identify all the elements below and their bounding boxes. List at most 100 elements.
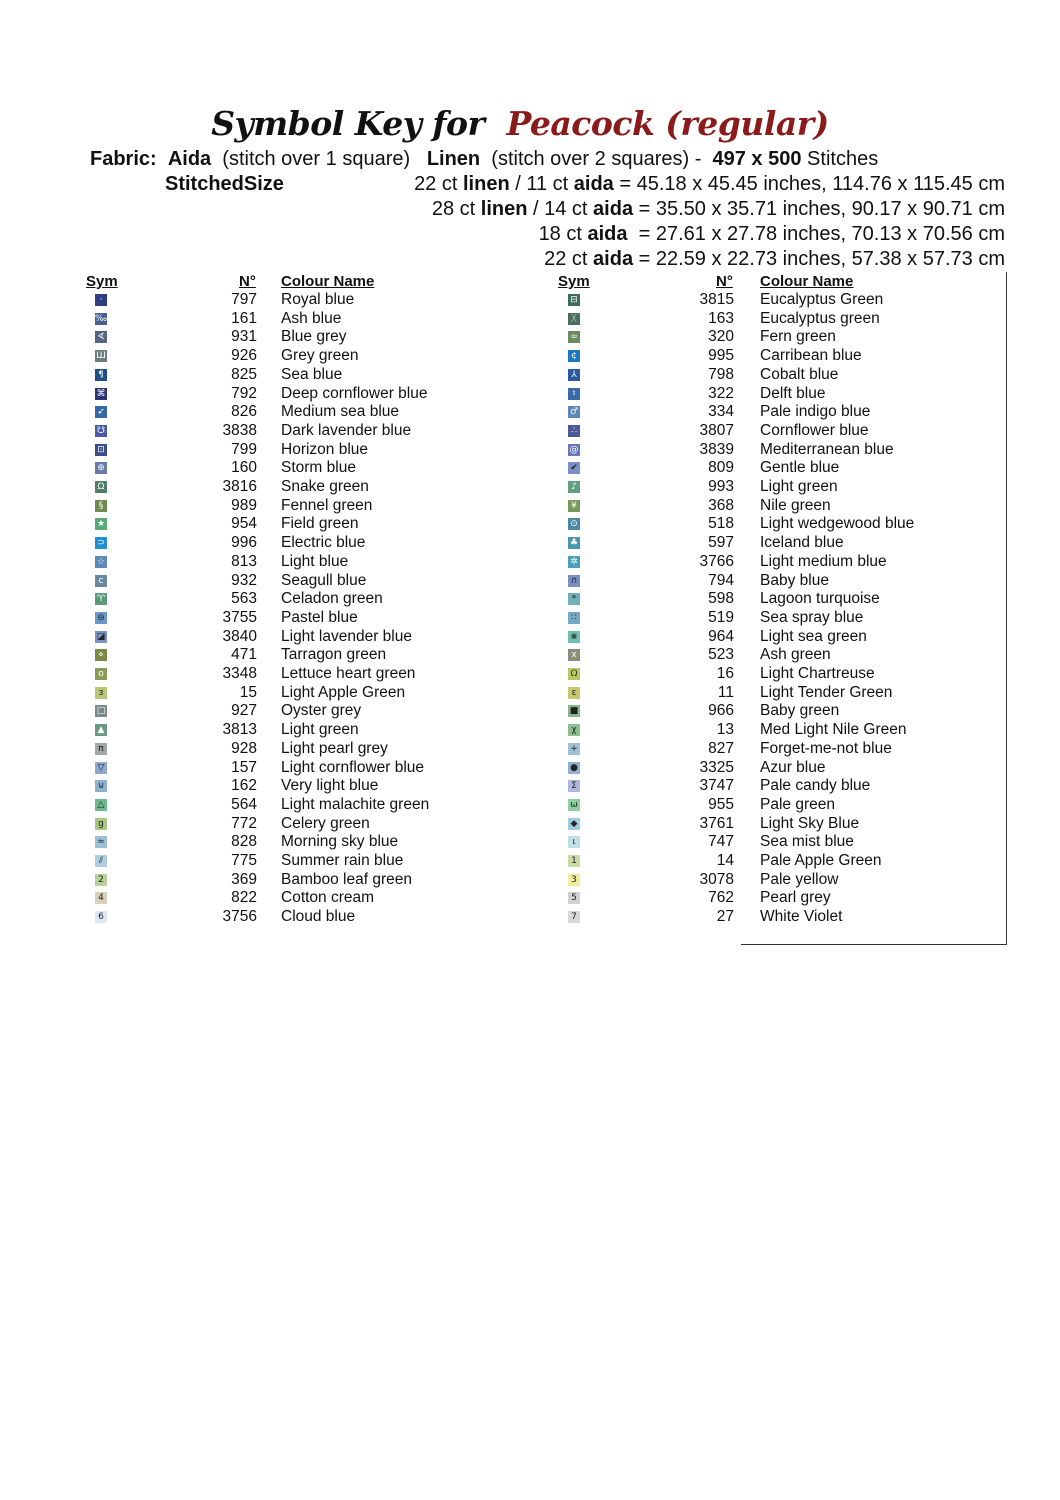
colour-name: Light pearl grey xyxy=(281,739,388,757)
key-row: ⊟ 3815 Eucalyptus Green xyxy=(0,291,1000,309)
symbol-icon: ᚷ xyxy=(568,312,580,325)
colour-name: Baby blue xyxy=(760,571,829,589)
symbol-icon: 6 xyxy=(95,911,107,924)
key-row: @3839 Mediterranean blue xyxy=(0,441,1000,459)
colour-number: 15 xyxy=(239,683,257,701)
symbol-icon: x xyxy=(568,649,580,662)
symbol-icon: ω xyxy=(568,798,580,811)
key-row: ● 3325 Azur blue xyxy=(0,759,1000,777)
colour-number: 564 xyxy=(231,795,257,813)
symbol-icon: ‰ xyxy=(95,312,107,325)
colour-number: 3761 xyxy=(699,814,734,832)
colour-name: Horizon blue xyxy=(281,440,369,458)
key-row: 3 3078 Pale yellow xyxy=(0,871,1000,889)
symbol-icon: ⋄ xyxy=(95,649,107,662)
stitched-size-line: 18 ct aida = 27.61 x 27.78 inches, 70.13… xyxy=(539,222,1005,246)
symbol-icon: ♮ xyxy=(568,387,580,400)
colour-number: 27 xyxy=(716,908,734,926)
colour-name: Sea blue xyxy=(281,365,343,383)
symbol-icon: ☆ xyxy=(95,555,107,568)
colour-name: Summer rain blue xyxy=(281,852,404,869)
key-row: ∢ 931 Blue grey xyxy=(0,328,1000,346)
key-row: ♣ 597 Iceland blue xyxy=(0,534,1000,552)
aida-note: (stitch over 1 square) xyxy=(222,148,411,170)
key-row: ¶ 825 Sea blue xyxy=(0,366,1000,384)
size-part: aida xyxy=(593,198,634,220)
symbol-icon: @ xyxy=(568,443,580,456)
colour-name: Forget-me-not blue xyxy=(760,739,892,757)
symbol-icon: ⊡ xyxy=(95,443,107,456)
colour-name: Light blue xyxy=(281,552,349,570)
colour-name: Sea mist blue xyxy=(760,833,854,851)
colour-number: 822 xyxy=(231,889,257,907)
key-row: ✲ 3766 Light medium blue xyxy=(0,553,1000,571)
key-row: ¢ 995 Carribean blue xyxy=(0,347,1000,365)
stitched-size-line: 22 ct aida = 22.59 x 22.73 inches, 57.38… xyxy=(544,247,1005,271)
key-row: ⊍ 162 Very light blue xyxy=(0,777,1000,795)
colour-name: Light green xyxy=(760,478,838,495)
header-num-right: N° xyxy=(716,273,733,290)
colour-name: Deep cornflower blue xyxy=(281,384,428,402)
colour-number: 928 xyxy=(231,739,257,757)
colour-number: 162 xyxy=(231,777,257,795)
colour-name: Oyster grey xyxy=(281,702,362,720)
colour-name: Grey green xyxy=(281,347,359,365)
key-row: ᘯ 16 Light Chartreuse xyxy=(0,665,1000,683)
key-row: ω 955 Pale green xyxy=(0,796,1000,814)
colour-name: Delft blue xyxy=(760,384,826,402)
colour-name: Field green xyxy=(281,515,359,533)
key-row: ➶ 826 Medium sea blue xyxy=(0,403,1000,421)
colour-number: 772 xyxy=(231,814,257,832)
key-row: ɛ 11 Light Tender Green xyxy=(0,684,1000,702)
colour-name: Cotton cream xyxy=(281,889,375,907)
key-row: ɩ 747 Sea mist blue xyxy=(0,833,1000,851)
colour-name: Light lavender blue xyxy=(281,627,412,645)
colour-name: Light wedgewood blue xyxy=(760,515,915,533)
colour-number: 471 xyxy=(231,646,257,664)
colour-name: Sea spray blue xyxy=(760,608,864,626)
symbol-icon: □ xyxy=(95,705,107,718)
colour-name: Electric blue xyxy=(281,534,366,552)
symbol-icon: § xyxy=(95,499,107,512)
colour-number: 320 xyxy=(708,328,734,346)
key-row: x 523 Ash green xyxy=(0,646,1000,664)
key-row: ♂ 334 Pale indigo blue xyxy=(0,403,1000,421)
colour-number: 762 xyxy=(708,889,734,907)
size-part: linen xyxy=(480,198,528,220)
symbol-icon: △ xyxy=(95,798,107,811)
symbol-icon: ⊃ xyxy=(95,537,107,550)
key-row: ⊕ 160 Storm blue xyxy=(0,459,1000,477)
colour-name: Pale indigo blue xyxy=(760,403,871,421)
colour-number: 827 xyxy=(708,739,734,757)
colour-name: Light medium blue xyxy=(760,552,887,570)
key-row: ★ 954 Field green xyxy=(0,515,1000,533)
key-row: * 598 Lagoon turquoise xyxy=(0,590,1000,608)
colour-number: 3838 xyxy=(222,421,257,439)
table-border-right xyxy=(1006,272,1007,945)
colour-number: 955 xyxy=(708,795,734,813)
symbol-icon: ɩ xyxy=(568,836,580,849)
key-row: · 797 Royal blue xyxy=(0,291,1000,309)
key-row: 5 762 Pearl grey xyxy=(0,889,1000,907)
colour-name: Pale Apple Green xyxy=(760,852,882,869)
colour-name: Ash green xyxy=(760,646,831,664)
key-row: Ш 926 Grey green xyxy=(0,347,1000,365)
colour-number: 160 xyxy=(231,459,257,477)
symbol-icon: 2 xyxy=(95,873,107,886)
symbol-icon: ♣ xyxy=(568,537,580,550)
colour-number: 747 xyxy=(708,833,734,851)
colour-number: 996 xyxy=(231,534,257,552)
key-row: ☋ 3838 Dark lavender blue xyxy=(0,422,1000,440)
symbol-icon: 3 xyxy=(568,873,580,886)
key-row: o 3348 Lettuce heart green xyxy=(0,665,1000,683)
symbol-icon: ⊍ xyxy=(95,780,107,793)
symbol-icon: Ш xyxy=(95,350,107,363)
key-row: ✔ 809 Gentle blue xyxy=(0,459,1000,477)
colour-number: 518 xyxy=(708,515,734,533)
symbol-icon: ɜ xyxy=(95,686,107,699)
header-name-right: Colour Name xyxy=(760,273,854,290)
colour-name: Pastel blue xyxy=(281,608,358,626)
symbol-icon: ■ xyxy=(568,705,580,718)
header-sym-right: Sym xyxy=(558,273,590,290)
colour-name: Light cornflower blue xyxy=(281,758,425,776)
